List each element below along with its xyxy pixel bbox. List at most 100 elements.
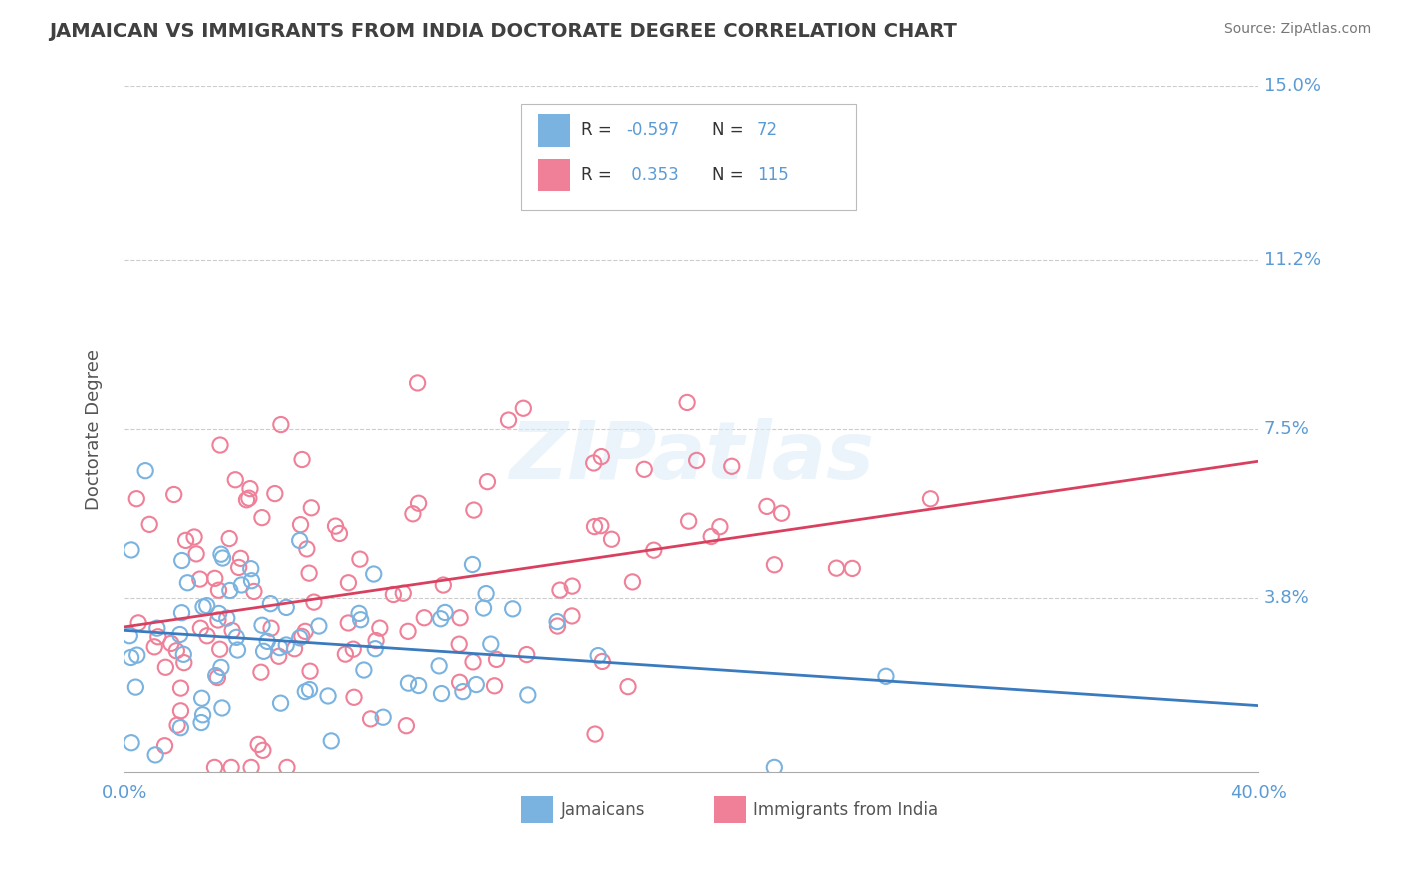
Jamaicans <box>120 650 142 665</box>
Immigrants from India <box>449 675 471 690</box>
Jamaicans <box>363 567 385 582</box>
Immigrants from India <box>700 529 723 543</box>
Immigrants from India <box>146 630 169 644</box>
Immigrants from India <box>382 587 405 601</box>
Immigrants from India <box>461 655 484 669</box>
Immigrants from India <box>583 519 606 533</box>
Immigrants from India <box>163 487 186 501</box>
Text: 0.353: 0.353 <box>627 166 679 184</box>
Immigrants from India <box>208 642 231 657</box>
Jamaicans <box>546 615 568 629</box>
Jamaicans <box>125 648 148 662</box>
Immigrants from India <box>298 566 321 581</box>
Jamaicans <box>209 660 232 674</box>
Immigrants from India <box>770 506 793 520</box>
Immigrants from India <box>290 517 312 532</box>
Immigrants from India <box>155 660 177 674</box>
Jamaicans <box>321 734 343 748</box>
Jamaicans <box>373 710 395 724</box>
Jamaicans <box>294 684 316 698</box>
Jamaicans <box>120 736 142 750</box>
Immigrants from India <box>263 486 285 500</box>
Immigrants from India <box>763 558 786 572</box>
Immigrants from India <box>841 561 863 575</box>
Immigrants from India <box>138 517 160 532</box>
Jamaicans <box>191 599 214 614</box>
Text: N =: N = <box>711 166 748 184</box>
Immigrants from India <box>218 532 240 546</box>
Immigrants from India <box>229 551 252 566</box>
Jamaicans <box>143 747 166 762</box>
Jamaicans <box>430 687 453 701</box>
Jamaicans <box>276 638 298 652</box>
Jamaicans <box>316 689 339 703</box>
Jamaicans <box>172 648 194 662</box>
Immigrants from India <box>408 496 430 510</box>
Immigrants from India <box>633 462 655 476</box>
Jamaicans <box>270 696 292 710</box>
Immigrants from India <box>583 727 606 741</box>
Immigrants from India <box>235 492 257 507</box>
Jamaicans <box>475 586 498 600</box>
Immigrants from India <box>396 624 419 639</box>
Immigrants from India <box>173 656 195 670</box>
Jamaicans <box>209 547 232 561</box>
Jamaicans <box>120 543 142 558</box>
Jamaicans <box>226 643 249 657</box>
Immigrants from India <box>477 475 499 489</box>
Immigrants from India <box>238 491 260 506</box>
Text: 11.2%: 11.2% <box>1264 252 1320 269</box>
Immigrants from India <box>561 579 583 593</box>
Immigrants from India <box>294 624 316 639</box>
Immigrants from India <box>360 712 382 726</box>
Text: 15.0%: 15.0% <box>1264 78 1320 95</box>
Jamaicans <box>169 627 191 641</box>
Jamaicans <box>190 691 212 706</box>
Jamaicans <box>211 701 233 715</box>
Immigrants from India <box>825 561 848 575</box>
Immigrants from India <box>678 514 700 528</box>
Bar <box>538 159 569 192</box>
Immigrants from India <box>343 690 366 705</box>
Immigrants from India <box>190 621 212 635</box>
Jamaicans <box>259 597 281 611</box>
Text: 3.8%: 3.8% <box>1264 590 1309 607</box>
Jamaicans <box>502 602 524 616</box>
Jamaicans <box>190 715 212 730</box>
Text: R =: R = <box>581 121 617 139</box>
Immigrants from India <box>617 680 640 694</box>
Immigrants from India <box>600 533 623 547</box>
Immigrants from India <box>582 456 605 470</box>
Jamaicans <box>516 688 538 702</box>
Jamaicans <box>461 558 484 572</box>
Immigrants from India <box>449 611 471 625</box>
Jamaicans <box>218 583 240 598</box>
Immigrants from India <box>335 647 357 661</box>
Immigrants from India <box>195 629 218 643</box>
Text: Source: ZipAtlas.com: Source: ZipAtlas.com <box>1223 22 1371 37</box>
Immigrants from India <box>342 642 364 657</box>
Immigrants from India <box>299 664 322 678</box>
Jamaicans <box>288 631 311 645</box>
Jamaicans <box>250 618 273 632</box>
Immigrants from India <box>243 584 266 599</box>
Immigrants from India <box>207 583 229 598</box>
Immigrants from India <box>188 572 211 586</box>
Immigrants from India <box>432 578 454 592</box>
Immigrants from India <box>166 718 188 732</box>
Jamaicans <box>269 640 291 655</box>
Immigrants from India <box>207 671 229 685</box>
Immigrants from India <box>143 640 166 654</box>
Immigrants from India <box>368 621 391 635</box>
Jamaicans <box>124 680 146 694</box>
Immigrants from India <box>270 417 292 432</box>
Immigrants from India <box>591 655 613 669</box>
Jamaicans <box>239 562 262 576</box>
Jamaicans <box>465 677 488 691</box>
Jamaicans <box>763 760 786 774</box>
Jamaicans <box>472 601 495 615</box>
Jamaicans <box>429 612 451 626</box>
Jamaicans <box>225 631 247 645</box>
Immigrants from India <box>463 503 485 517</box>
Jamaicans <box>479 637 502 651</box>
